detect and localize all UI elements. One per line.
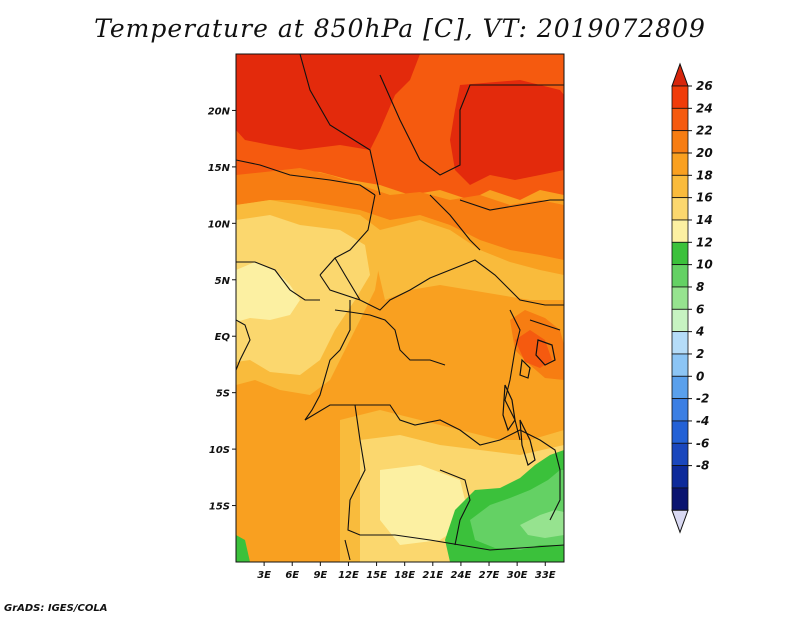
lakes — [502, 339, 556, 466]
lon-tick-label: 21E — [422, 570, 443, 581]
colorbar-label: 0 — [696, 369, 704, 383]
colorbar-segment — [671, 420, 689, 444]
lat-tick-label: 20N — [208, 106, 231, 117]
colorbar-segment — [671, 85, 689, 109]
colorbar-label: 6 — [696, 302, 704, 316]
colorbar-label: 10 — [696, 258, 713, 272]
lon-tick-label: 6E — [285, 570, 299, 581]
longitude-axis: 3E 6E 9E 12E 15E 18E 21E 24E 27E 30E 33E — [257, 562, 556, 581]
region-26c-northeast — [450, 80, 564, 185]
colorbar-segment — [671, 353, 689, 377]
colorbar-segment — [671, 442, 689, 467]
region-12c-southwest — [236, 535, 250, 562]
footer-credit: GrADS: IGES/COLA — [4, 603, 108, 614]
region-8c-southeast — [520, 510, 564, 538]
colorbar-segment — [671, 107, 689, 132]
lon-tick-label: 3E — [257, 570, 271, 581]
colorbar-segment — [671, 219, 689, 243]
colorbar-label: 18 — [696, 168, 713, 182]
chart-title: Temperature at 850hPa [C], VT: 201907280… — [94, 14, 706, 43]
lat-tick-label: 5N — [215, 276, 231, 287]
latitude-axis: 20N 15N 10N 5N EQ 5S 10S 15S — [208, 106, 236, 513]
region-14c-south — [380, 465, 470, 545]
colorbar-label: 12 — [696, 235, 713, 249]
lon-tick-label: 9E — [313, 570, 327, 581]
colorbar-segment — [671, 286, 689, 310]
colorbar-label: 4 — [695, 325, 704, 339]
colorbar-label: 26 — [696, 79, 713, 93]
colorbar-segment — [671, 197, 689, 221]
colorbar-segment — [671, 241, 689, 266]
region-14c-coast — [236, 262, 300, 322]
lat-tick-label: 15N — [208, 163, 231, 174]
region-26c-northwest — [236, 54, 420, 150]
lon-tick-label: 30E — [507, 570, 528, 581]
colorbar-segment — [671, 130, 689, 154]
lat-tick-label: 10N — [208, 219, 231, 230]
colorbar-top-arrow — [671, 62, 689, 87]
colorbar-label: 22 — [696, 124, 713, 138]
region-24c-east — [515, 330, 552, 368]
lat-tick-label: 5S — [216, 389, 230, 400]
lon-tick-label: 18E — [394, 570, 415, 581]
colorbar-label: -8 — [696, 459, 709, 473]
lat-tick-label: EQ — [215, 332, 231, 343]
colorbar-segment — [671, 152, 689, 176]
colorbar-segment — [671, 487, 689, 511]
lon-tick-label: 15E — [366, 570, 387, 581]
colorbar-label: 2 — [696, 347, 704, 361]
country-borders — [236, 54, 564, 561]
lon-tick-label: 24E — [451, 570, 472, 581]
lon-tick-label: 33E — [535, 570, 556, 581]
colorbar-segment — [671, 264, 689, 288]
colorbar-segment — [671, 174, 689, 199]
colorbar-label: 20 — [696, 146, 713, 160]
colorbar-label: -2 — [696, 392, 709, 406]
lat-tick-label: 15S — [209, 502, 230, 513]
colorbar-bottom-arrow — [671, 509, 689, 534]
colorbar-segment — [671, 465, 689, 489]
region-22c — [236, 168, 564, 260]
temperature-field — [236, 54, 564, 562]
lat-tick-label: 10S — [209, 445, 230, 456]
colorbar-segment — [671, 398, 689, 422]
colorbar-label: 8 — [696, 280, 704, 294]
colorbar-segment — [671, 331, 689, 355]
region-18c-central — [378, 220, 564, 300]
colorbar-label: 14 — [696, 213, 713, 227]
lon-tick-label: 27E — [479, 570, 500, 581]
colorbar-segment — [671, 375, 689, 400]
colorbar-label: 24 — [696, 101, 713, 115]
map-frame — [235, 53, 565, 563]
colorbar-segment — [671, 308, 689, 333]
colorbar-label: -6 — [696, 436, 709, 450]
colorbar-label: -4 — [696, 414, 709, 428]
colorbar-label: 16 — [696, 191, 713, 205]
region-16c-west — [236, 215, 370, 375]
lon-tick-label: 12E — [338, 570, 359, 581]
